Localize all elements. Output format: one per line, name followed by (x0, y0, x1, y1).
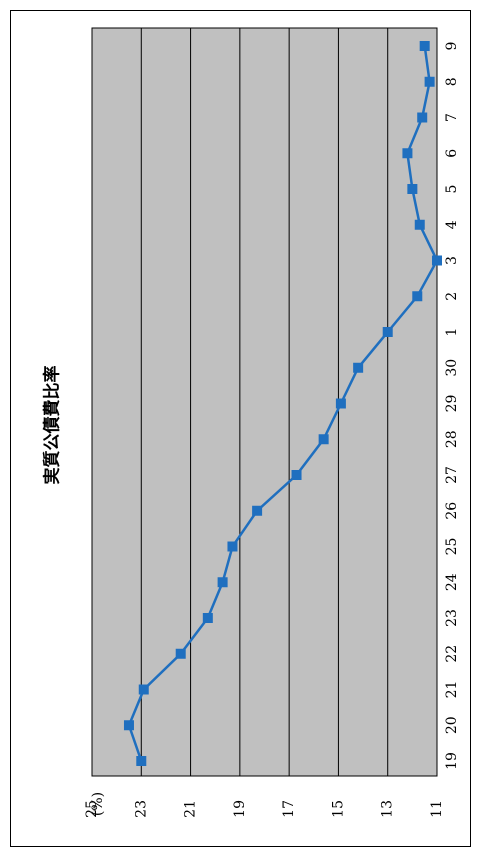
y-axis-label: (%) (90, 792, 106, 816)
data-point (417, 112, 428, 123)
data-point (202, 613, 213, 623)
data-point (382, 327, 393, 337)
data-point (424, 76, 435, 87)
y-tick-label: 23 (133, 800, 149, 818)
x-tick-label: 5 (444, 185, 460, 194)
x-tick-label: 26 (444, 502, 460, 520)
chart-frame (10, 10, 471, 847)
data-point (414, 219, 425, 230)
y-tick-label: 21 (183, 800, 199, 818)
data-point (136, 756, 147, 766)
x-tick-label: 20 (444, 716, 460, 734)
data-point (402, 148, 413, 159)
x-tick-label: 7 (444, 113, 460, 122)
x-tick-label: 2 (444, 292, 460, 301)
x-tick-label: 23 (444, 609, 460, 627)
x-tick-label: 4 (444, 220, 460, 229)
x-tick-label: 22 (444, 645, 460, 663)
data-point (252, 505, 263, 516)
y-tick-label: 11 (429, 800, 445, 818)
y-tick-label: 19 (232, 800, 248, 818)
data-point (138, 684, 149, 695)
data-point (291, 470, 302, 480)
data-point (353, 362, 364, 373)
x-tick-label: 29 (444, 395, 460, 413)
x-tick-label: 28 (444, 430, 460, 448)
data-point (318, 434, 329, 445)
data-point (123, 720, 134, 731)
x-tick-label: 24 (444, 573, 460, 591)
chart-title-wrap: 実質公債費比率 (30, 330, 70, 520)
x-tick-label: 27 (444, 466, 460, 484)
x-tick-label: 9 (444, 42, 460, 51)
x-tick-label: 30 (444, 359, 460, 377)
y-tick-label: 25 (84, 800, 100, 818)
y-tick-label: 17 (281, 800, 297, 818)
data-point (335, 398, 346, 409)
x-tick-label: 6 (444, 149, 460, 158)
y-tick-label: 13 (380, 800, 396, 818)
chart-title: 実質公債費比率 (42, 365, 63, 485)
gridlines (140, 28, 389, 776)
plot-area (91, 27, 438, 777)
series-markers (123, 41, 442, 766)
x-tick-label: 3 (444, 256, 460, 265)
x-tick-label: 8 (444, 77, 460, 86)
x-tick-label: 19 (444, 752, 460, 770)
y-tick-label: 15 (330, 800, 346, 818)
x-tick-label: 25 (444, 538, 460, 556)
y-axis-ticks: 25 23 21 19 17 15 13 11 (84, 800, 445, 818)
data-point (407, 184, 418, 194)
data-point (217, 577, 228, 588)
data-point (412, 291, 423, 302)
x-tick-label: 21 (444, 681, 460, 699)
x-tick-label: 1 (444, 328, 460, 337)
data-point (175, 648, 186, 659)
data-point (227, 541, 238, 552)
data-point (432, 255, 442, 266)
data-point (419, 41, 430, 51)
